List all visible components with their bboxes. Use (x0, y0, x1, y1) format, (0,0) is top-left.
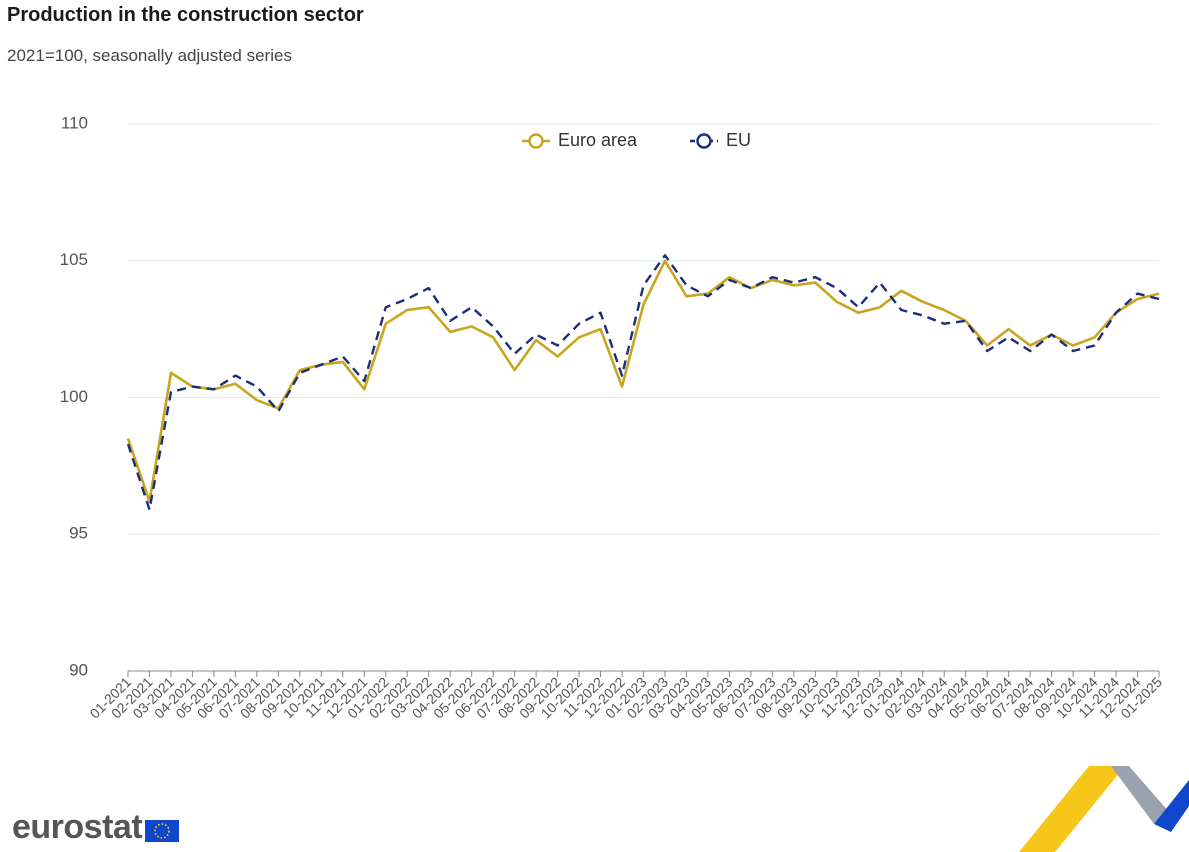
y-tick-label: 90 (69, 660, 88, 679)
x-axis: 01-202102-202103-202104-202105-202106-20… (86, 670, 1165, 721)
eurostat-logo: eurostat (12, 808, 180, 847)
y-tick-label: 100 (60, 387, 88, 406)
series-line-eu[interactable] (126, 254, 1160, 511)
y-tick-label: 105 (60, 250, 88, 269)
chart-subtitle: 2021=100, seasonally adjusted series (7, 46, 292, 65)
legend-marker-icon (696, 133, 712, 149)
legend-item-eu[interactable]: EU (690, 130, 751, 150)
legend-marker-icon (528, 133, 544, 149)
y-tick-label: 95 (69, 524, 88, 543)
logo-text: eurostat (12, 808, 143, 846)
y-tick-label: 110 (61, 113, 88, 132)
brand-corner-graphic (1019, 766, 1189, 852)
legend[interactable]: Euro area EU (522, 130, 751, 150)
gridlines (128, 123, 1159, 535)
y-axis: 90 95 100 105 110 (60, 113, 88, 679)
legend-label: EU (726, 130, 751, 150)
series-lines (126, 254, 1160, 511)
chart-title: Production in the construction sector (7, 4, 364, 26)
series-line-euro-area[interactable] (126, 259, 1160, 503)
eu-flag-icon (145, 819, 180, 842)
legend-item-euro-area[interactable]: Euro area (522, 130, 638, 150)
legend-label: Euro area (558, 130, 638, 150)
